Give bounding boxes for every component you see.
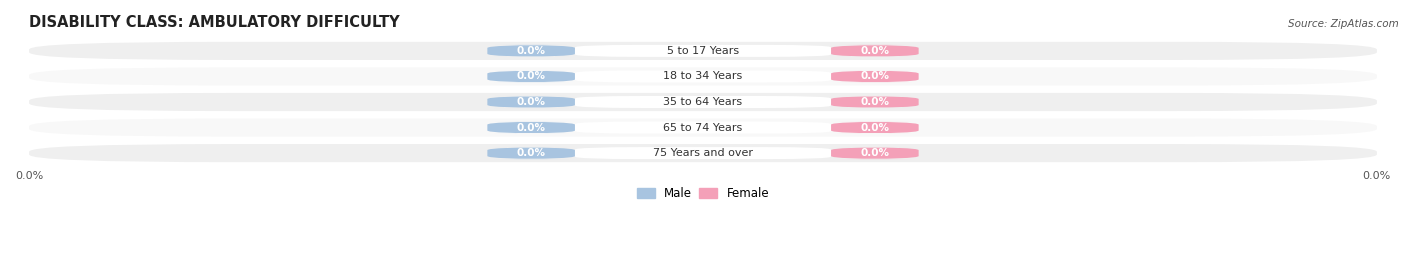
Text: 35 to 64 Years: 35 to 64 Years bbox=[664, 97, 742, 107]
FancyBboxPatch shape bbox=[30, 93, 1376, 111]
FancyBboxPatch shape bbox=[575, 96, 831, 108]
Text: 0.0%: 0.0% bbox=[860, 46, 890, 56]
Text: 0.0%: 0.0% bbox=[860, 97, 890, 107]
Text: 5 to 17 Years: 5 to 17 Years bbox=[666, 46, 740, 56]
Text: Source: ZipAtlas.com: Source: ZipAtlas.com bbox=[1288, 19, 1399, 29]
FancyBboxPatch shape bbox=[831, 122, 918, 134]
FancyBboxPatch shape bbox=[488, 147, 575, 159]
Text: 0.0%: 0.0% bbox=[516, 46, 546, 56]
FancyBboxPatch shape bbox=[488, 122, 575, 134]
Text: 0.0%: 0.0% bbox=[516, 123, 546, 133]
Text: 18 to 34 Years: 18 to 34 Years bbox=[664, 72, 742, 82]
Text: 65 to 74 Years: 65 to 74 Years bbox=[664, 123, 742, 133]
Text: 0.0%: 0.0% bbox=[860, 148, 890, 158]
FancyBboxPatch shape bbox=[831, 147, 918, 159]
Text: DISABILITY CLASS: AMBULATORY DIFFICULTY: DISABILITY CLASS: AMBULATORY DIFFICULTY bbox=[30, 15, 399, 30]
FancyBboxPatch shape bbox=[30, 67, 1376, 86]
FancyBboxPatch shape bbox=[575, 70, 831, 83]
Text: 0.0%: 0.0% bbox=[516, 72, 546, 82]
FancyBboxPatch shape bbox=[30, 144, 1376, 162]
Legend: Male, Female: Male, Female bbox=[633, 182, 773, 205]
FancyBboxPatch shape bbox=[831, 96, 918, 108]
Text: 0.0%: 0.0% bbox=[860, 72, 890, 82]
Text: 0.0%: 0.0% bbox=[516, 148, 546, 158]
FancyBboxPatch shape bbox=[30, 42, 1376, 60]
FancyBboxPatch shape bbox=[575, 45, 831, 57]
FancyBboxPatch shape bbox=[488, 45, 575, 57]
FancyBboxPatch shape bbox=[30, 118, 1376, 137]
FancyBboxPatch shape bbox=[488, 70, 575, 83]
FancyBboxPatch shape bbox=[575, 122, 831, 134]
FancyBboxPatch shape bbox=[575, 147, 831, 159]
Text: 75 Years and over: 75 Years and over bbox=[652, 148, 754, 158]
Text: 0.0%: 0.0% bbox=[860, 123, 890, 133]
FancyBboxPatch shape bbox=[488, 96, 575, 108]
Text: 0.0%: 0.0% bbox=[516, 97, 546, 107]
FancyBboxPatch shape bbox=[831, 70, 918, 83]
FancyBboxPatch shape bbox=[831, 45, 918, 57]
